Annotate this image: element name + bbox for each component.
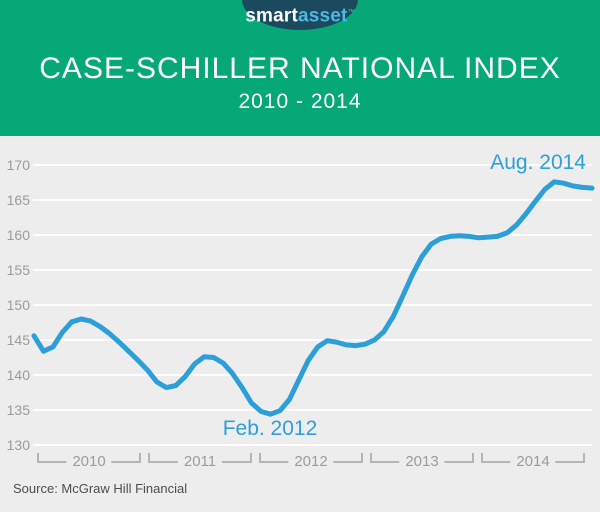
annotation-peak: Aug. 2014 [490, 151, 586, 174]
gridline-140 [33, 374, 592, 376]
gridline-130 [33, 444, 592, 446]
y-axis-label-155: 155 [6, 262, 30, 278]
y-axis-label-135: 135 [6, 402, 30, 418]
y-axis-label-165: 165 [6, 192, 30, 208]
y-axis-label-130: 130 [6, 437, 30, 453]
y-axis-label-150: 150 [6, 297, 30, 313]
smartasset-logo-text: smartasset™ [242, 0, 358, 26]
y-axis-label-140: 140 [6, 367, 30, 383]
gridline-155 [33, 269, 592, 271]
header-banner: smartasset™ CASE-SCHILLER NATIONAL INDEX… [0, 0, 600, 136]
y-axis-label-160: 160 [6, 227, 30, 243]
x-axis-bracket-2012: 2012 [259, 453, 363, 470]
annotation-trough: Feb. 2012 [222, 417, 318, 440]
gridline-160 [33, 234, 592, 236]
chart-subtitle: 2010 - 2014 [238, 90, 362, 113]
x-axis-bracket-2013: 2013 [370, 453, 474, 470]
x-axis-label-2010: 2010 [66, 453, 112, 470]
source-credit: Source: McGraw Hill Financial [13, 481, 188, 496]
y-axis-label-170: 170 [6, 157, 30, 173]
gridline-170 [33, 164, 592, 166]
x-axis-label-2013: 2013 [399, 453, 445, 470]
x-axis-bracket-2014: 2014 [481, 453, 585, 470]
x-axis-bracket-2010: 2010 [37, 453, 141, 470]
x-axis-bracket-2011: 2011 [148, 453, 252, 470]
logo-trademark: ™ [347, 9, 355, 16]
gridline-165 [33, 199, 592, 201]
chart-panel: 170 165 160 155 150 145 140 135 130 2010 2011 2012 2… [0, 136, 600, 512]
y-axis-label-145: 145 [6, 332, 30, 348]
gridline-135 [33, 409, 592, 411]
gridline-150 [33, 304, 592, 306]
x-axis-label-2014: 2014 [510, 453, 556, 470]
x-axis-label-2012: 2012 [288, 453, 334, 470]
smartasset-logo: smartasset™ [242, 0, 358, 30]
logo-asset: asset [297, 5, 348, 27]
logo-smart: smart [245, 5, 298, 27]
chart-title: CASE-SCHILLER NATIONAL INDEX [39, 52, 561, 85]
gridline-145 [33, 339, 592, 341]
x-axis-label-2011: 2011 [177, 453, 223, 470]
